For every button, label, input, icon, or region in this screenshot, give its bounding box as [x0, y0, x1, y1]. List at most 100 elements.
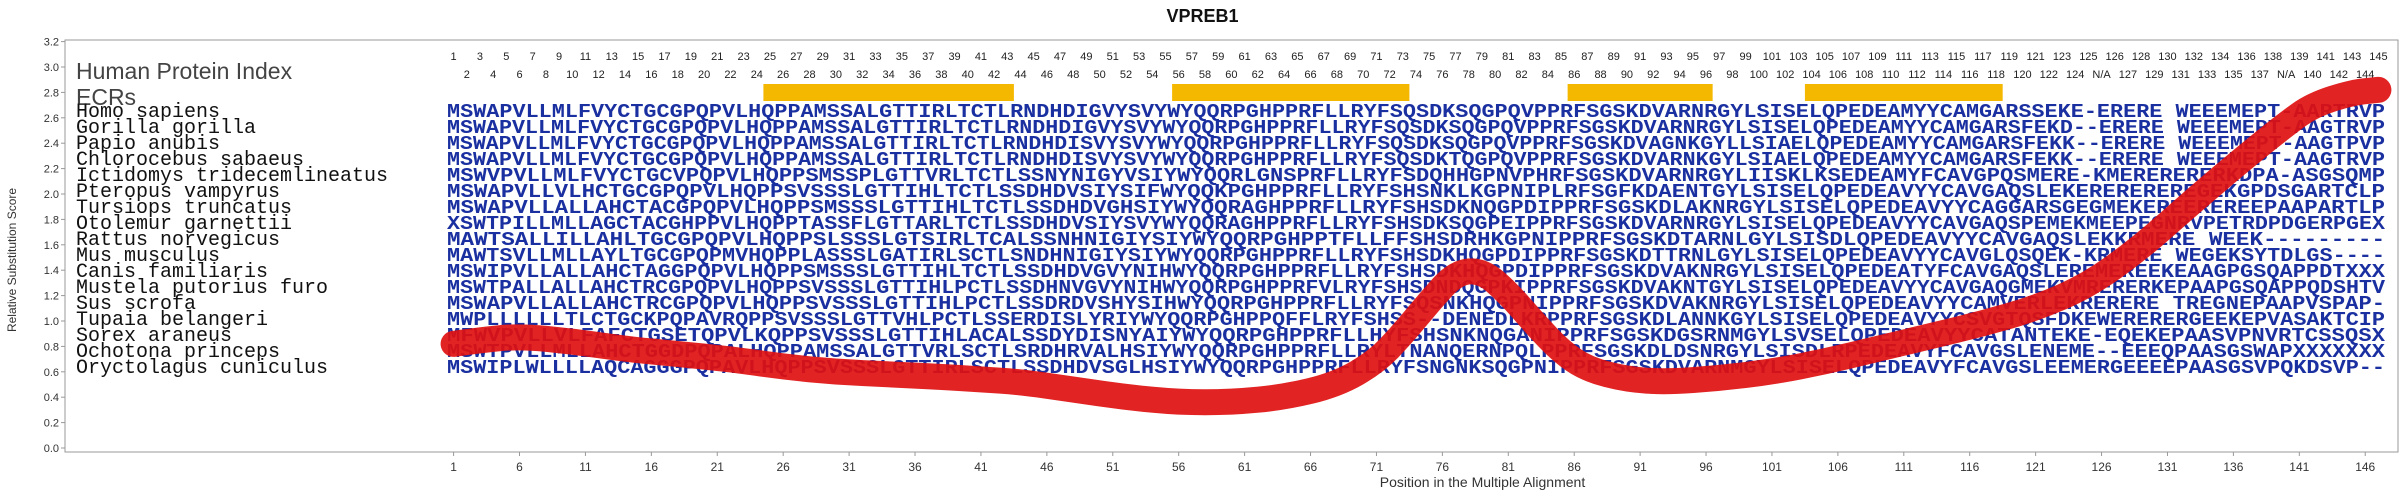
human-index-number: 122 [2040, 69, 2058, 81]
y-tick-label: 1.6 [44, 240, 59, 252]
human-index-number: 93 [1660, 51, 1672, 63]
human-index-number: 112 [1908, 69, 1926, 81]
human-index-number: 77 [1449, 51, 1461, 63]
human-index-number: 118 [1987, 69, 2005, 81]
human-index-number: 55 [1159, 51, 1171, 63]
human-index-number: 117 [1974, 51, 1992, 63]
human-index-number: 37 [922, 51, 934, 63]
sequence-row: MSWAPVLLMLFVYCTGCGPQPVLHQPPAMSSALGTTIRLT… [447, 133, 2385, 155]
x-tick-label: 81 [1502, 460, 1516, 474]
human-index-number: 21 [711, 51, 723, 63]
x-axis-label: Position in the Multiple Alignment [1379, 474, 1586, 490]
species-name: Ictidomys tridecemlineatus [76, 165, 388, 188]
human-index-number: 89 [1608, 51, 1620, 63]
human-index-number: 104 [1802, 69, 1820, 81]
sequence-row: MSWVPVLLMLFVYCTGCVPQPVLHQPPSMSSPLGTTVRLT… [447, 165, 2385, 187]
human-index-number: 12 [592, 69, 604, 81]
human-index-number: 50 [1093, 69, 1105, 81]
x-tick-label: 1 [450, 460, 457, 474]
human-index-number: 133 [2198, 69, 2216, 81]
x-tick-label: 41 [974, 460, 988, 474]
human-index-number: 74 [1410, 69, 1422, 81]
human-index-number: 39 [948, 51, 960, 63]
human-index-number: 111 [1895, 51, 1912, 63]
human-index-number: 116 [1961, 69, 1979, 81]
sequence-row: MSWTPALLALLAHCTRCGPQPVLHQPPSVSSSLGTTIHLP… [447, 277, 2386, 299]
species-name: Sorex araneus [76, 325, 232, 348]
y-tick-label: 3.2 [44, 37, 59, 49]
human-index-number: 10 [566, 69, 578, 81]
sequence-row: MAWTSVLLMLLAYLTGCGPQPMVHQPPLASSSLGATIRLS… [447, 245, 2385, 267]
human-index-number: 87 [1581, 51, 1593, 63]
panel-title: Human Protein Index [76, 58, 293, 84]
human-index-number: 110 [1882, 69, 1900, 81]
human-index-number: 143 [2343, 51, 2361, 63]
human-index-number: 125 [2079, 51, 2097, 63]
human-index-number: 126 [2106, 51, 2124, 63]
human-index-number: 43 [1001, 51, 1013, 63]
human-index-number: 23 [738, 51, 750, 63]
human-index-number: 54 [1146, 69, 1158, 81]
human-index-number: 45 [1028, 51, 1040, 63]
human-index-number: 49 [1080, 51, 1092, 63]
human-index-number: 61 [1238, 51, 1250, 63]
human-index-number: 6 [516, 69, 522, 81]
human-index-number: 136 [2237, 51, 2255, 63]
species-name: Chlorocebus sabaeus [76, 149, 304, 172]
species-name: Tursiops truncatus [76, 197, 292, 220]
y-tick-label: 2.0 [44, 189, 59, 201]
y-tick-label: 1.8 [44, 214, 59, 226]
human-index-number: 38 [935, 69, 947, 81]
human-index-number: 73 [1397, 51, 1409, 63]
human-index-number: 78 [1463, 69, 1475, 81]
human-index-number: 137 [2251, 69, 2269, 81]
human-index-number: 90 [1621, 69, 1633, 81]
x-tick-label: 106 [1828, 460, 1848, 474]
human-index-number: 76 [1436, 69, 1448, 81]
human-index-number: 109 [1868, 51, 1886, 63]
human-index-number: 48 [1067, 69, 1079, 81]
x-tick-label: 31 [842, 460, 856, 474]
human-index-number: 31 [843, 51, 855, 63]
human-index-number: 141 [2316, 51, 2334, 63]
y-tick-label: 1.0 [44, 316, 59, 328]
human-index-number: 131 [2171, 69, 2189, 81]
human-index-number: 59 [1212, 51, 1224, 63]
human-index-number: 80 [1489, 69, 1501, 81]
human-index-number: 2 [464, 69, 470, 81]
x-tick-label: 146 [2355, 460, 2375, 474]
ecr-bar [1172, 84, 1410, 101]
y-tick-label: 3.0 [44, 62, 59, 74]
x-tick-label: 16 [645, 460, 659, 474]
ecr-bar [763, 84, 1014, 101]
human-index-number: 34 [883, 69, 895, 81]
x-tick-label: 141 [2289, 460, 2309, 474]
human-index-number: 15 [632, 51, 644, 63]
human-index-number: 135 [2224, 69, 2242, 81]
x-tick-label: 66 [1304, 460, 1318, 474]
y-tick-label: 2.6 [44, 113, 59, 125]
x-tick-label: 76 [1436, 460, 1450, 474]
species-name: Otolemur garnettii [76, 213, 292, 236]
sequence-row: MSWAPVLLVLHCTGCGPQPVLHQPPSVSSSLGTTIHLTCT… [447, 181, 2385, 203]
x-tick-label: 101 [1762, 460, 1782, 474]
x-tick-label: 26 [777, 460, 791, 474]
species-name: Gorilla gorilla [76, 117, 256, 140]
human-index-number: 8 [543, 69, 549, 81]
human-index-number: 35 [896, 51, 908, 63]
human-index-number: N/A [2092, 69, 2111, 81]
human-index-number: 142 [2330, 69, 2348, 81]
human-index-number: 128 [2132, 51, 2150, 63]
human-index-number: 33 [869, 51, 881, 63]
x-tick-label: 51 [1106, 460, 1120, 474]
ecr-bar [1567, 84, 1713, 101]
species-name: Tupaia belangeri [76, 309, 268, 332]
human-index-number: 72 [1384, 69, 1396, 81]
human-index-number: 22 [724, 69, 736, 81]
human-index-number: 102 [1776, 69, 1794, 81]
human-index-number: 46 [1041, 69, 1053, 81]
human-index-number: 92 [1647, 69, 1659, 81]
species-name: Papio anubis [76, 133, 220, 156]
x-tick-label: 71 [1370, 460, 1384, 474]
human-index-number: 108 [1855, 69, 1873, 81]
